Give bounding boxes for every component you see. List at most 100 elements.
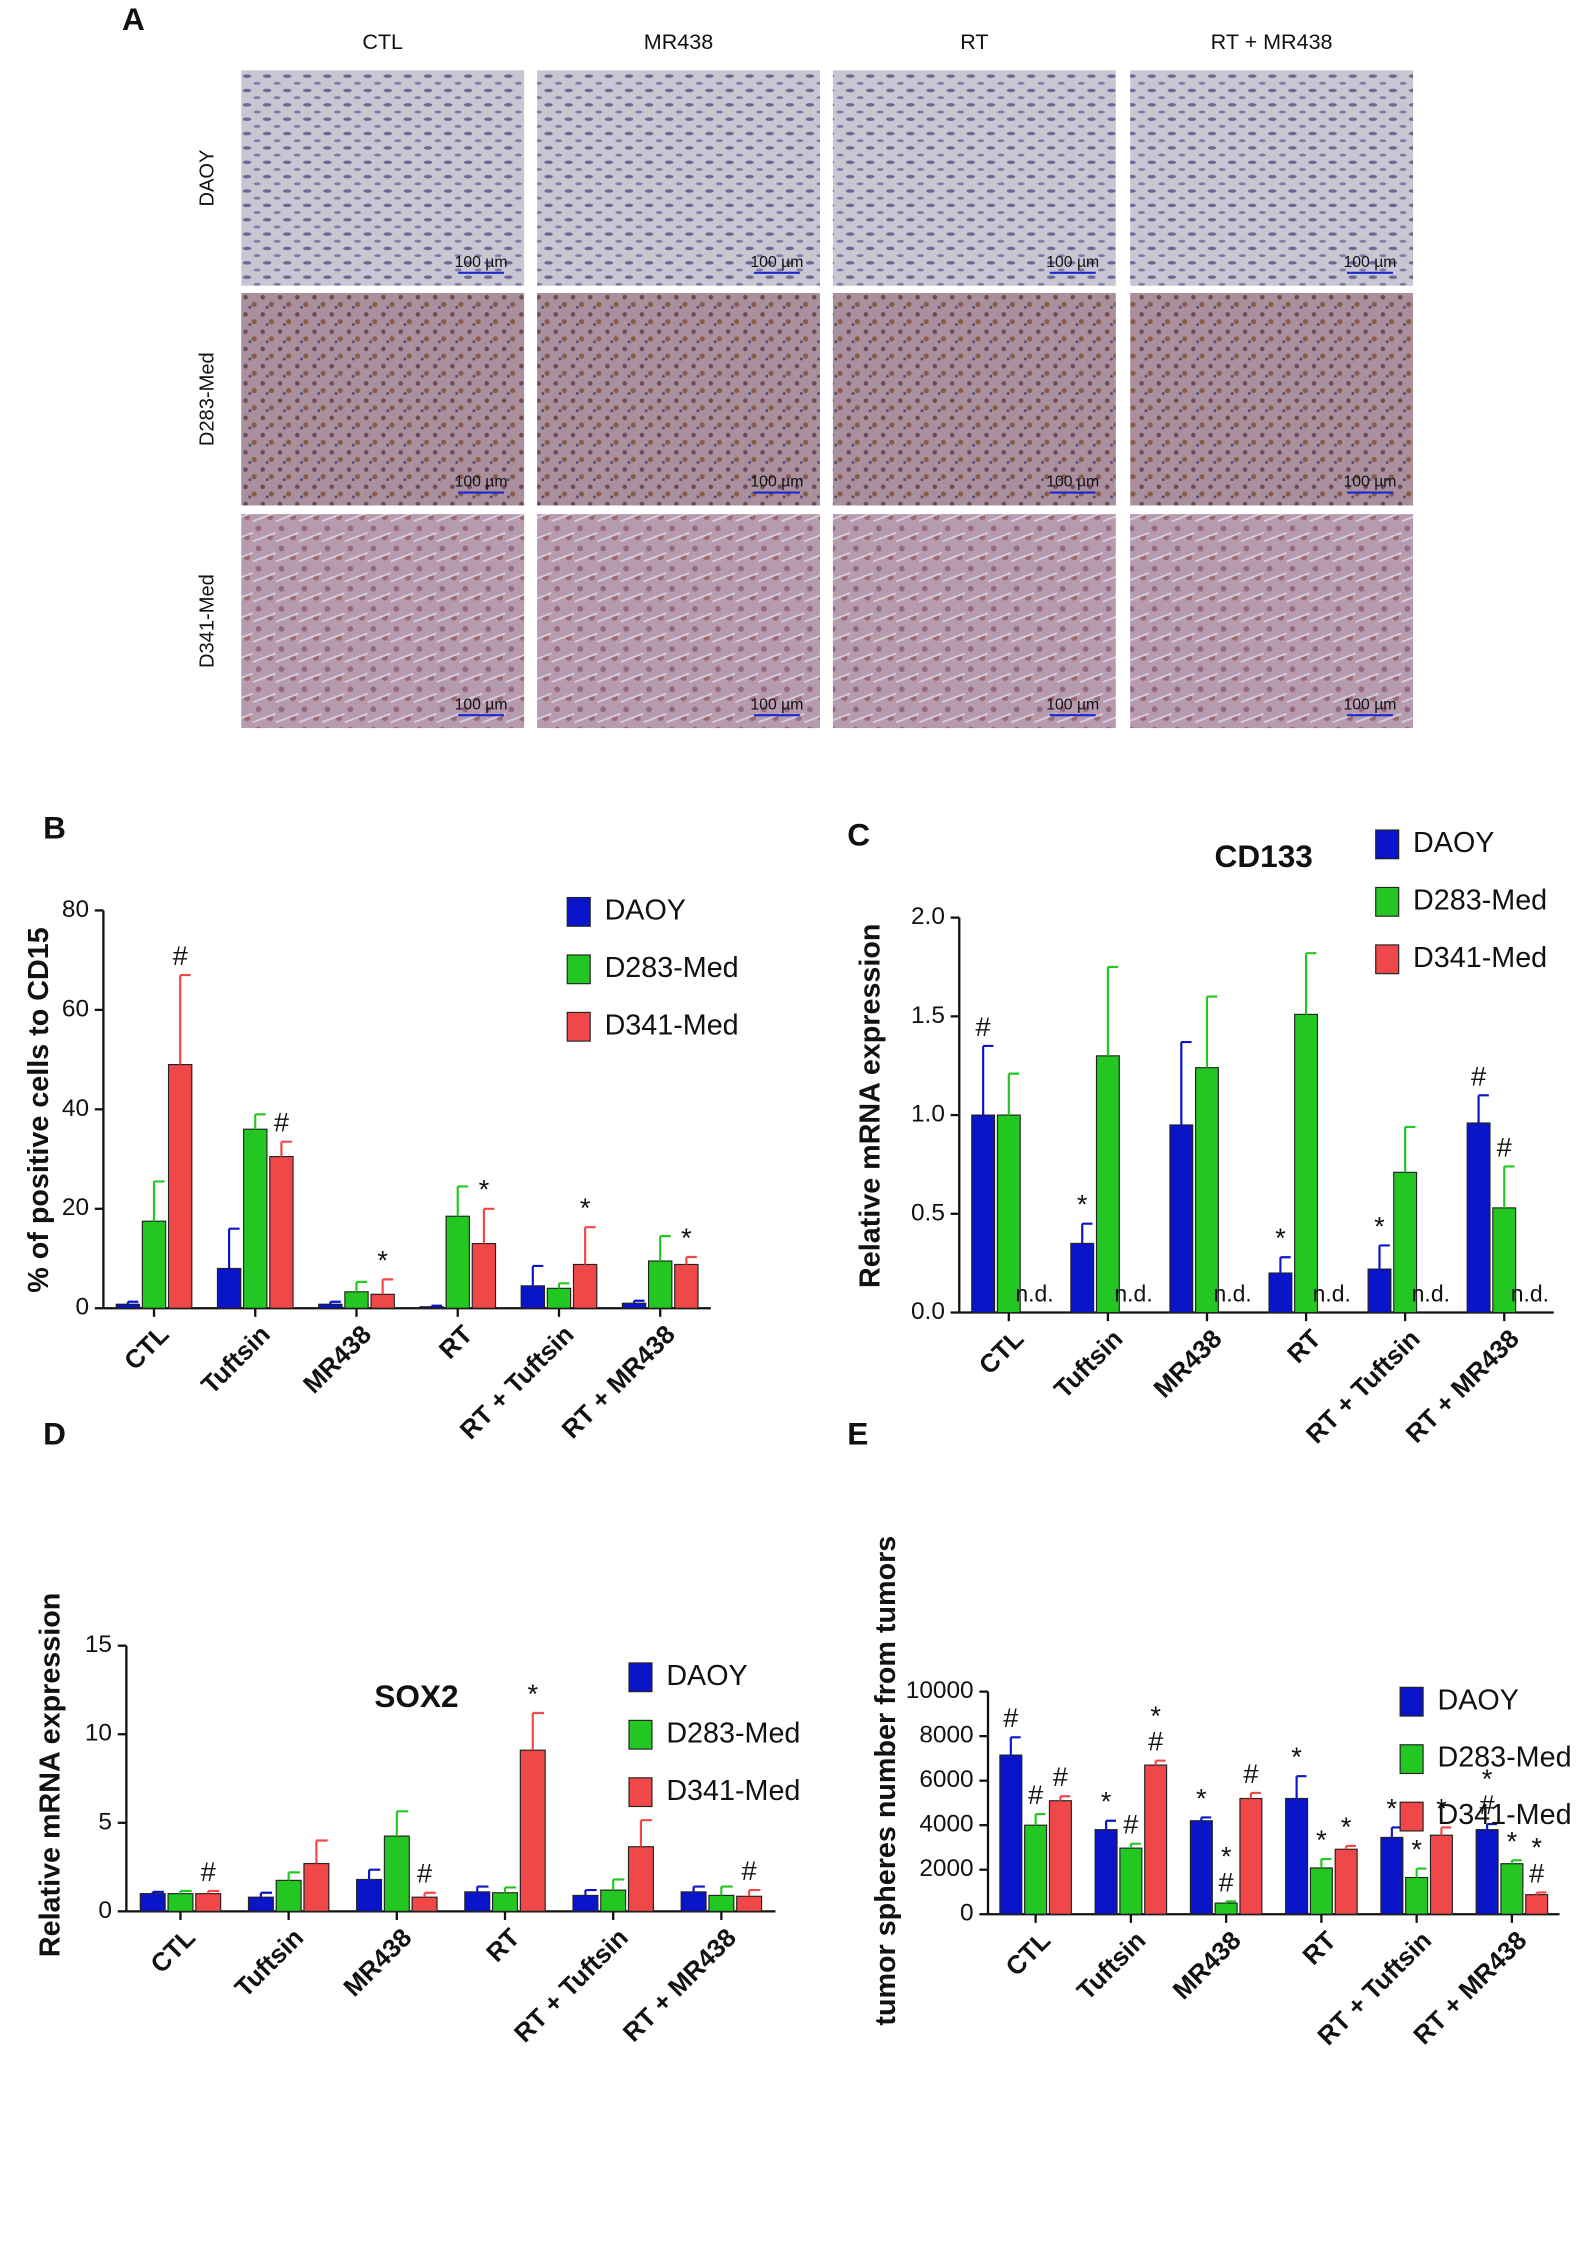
value-label: n.d. — [1511, 1280, 1549, 1306]
error-bar — [1415, 1867, 1427, 1878]
error-bar — [287, 1871, 300, 1881]
x-tick-label: MR438 — [1168, 1926, 1247, 2005]
significance-marker: # — [274, 1107, 290, 1138]
bar — [1239, 1797, 1263, 1915]
x-tick-label: CTL — [1001, 1926, 1056, 1981]
scale-bar-label: 100 µm — [455, 696, 508, 713]
significance-marker: * — [1387, 1792, 1398, 1823]
bar — [999, 1754, 1023, 1915]
x-tick-label: CTL — [119, 1320, 174, 1375]
error-bar — [639, 1819, 653, 1847]
legend-label: DAOY — [1413, 827, 1494, 859]
significance-marker: # — [1148, 1726, 1164, 1757]
bar — [971, 1114, 996, 1314]
significance-marker: # — [1471, 1060, 1487, 1091]
significance-marker: # — [417, 1858, 433, 1889]
error-bar — [1007, 1072, 1020, 1116]
bar — [1214, 1902, 1238, 1915]
value-label: n.d. — [1313, 1280, 1351, 1306]
x-tick-label: RT — [481, 1923, 525, 1967]
micrograph — [1130, 70, 1414, 286]
bar — [419, 1306, 444, 1309]
legend-label: D341-Med — [1413, 942, 1547, 974]
error-bar — [1249, 1791, 1261, 1799]
y-tick-label: 8000 — [919, 1722, 973, 1749]
x-tick-label: MR438 — [298, 1320, 377, 1399]
bar — [1094, 1829, 1118, 1915]
error-bar — [1059, 1795, 1071, 1801]
bar — [1285, 1797, 1309, 1915]
bar — [627, 1846, 654, 1912]
x-tick-label: MR438 — [1149, 1325, 1228, 1404]
micrograph — [537, 70, 820, 286]
error-bar — [1034, 1812, 1046, 1826]
panel-label: C — [847, 817, 870, 853]
significance-marker: * — [1291, 1741, 1302, 1772]
error-bar — [1295, 1775, 1307, 1799]
legend-label: D341-Med — [605, 1009, 739, 1041]
legend-label: D283-Med — [666, 1717, 800, 1749]
significance-marker: * — [1341, 1811, 1352, 1842]
column-label: RT — [960, 30, 988, 54]
error-bar — [720, 1885, 733, 1896]
y-tick-label: 0.0 — [911, 1298, 945, 1325]
bar — [1195, 1067, 1219, 1314]
micrograph — [537, 514, 820, 729]
significance-marker: # — [1123, 1809, 1139, 1840]
bar — [1309, 1867, 1333, 1915]
legend-swatch — [1375, 829, 1400, 860]
y-tick-label: 1.0 — [911, 1101, 945, 1128]
error-bar — [1129, 1842, 1141, 1849]
bar — [303, 1862, 330, 1912]
legend-swatch — [1375, 944, 1400, 975]
error-bar — [207, 1889, 220, 1894]
error-bar — [557, 1282, 570, 1289]
x-tick-label: Tuftsin — [197, 1320, 276, 1399]
legend-label: D283-Med — [1437, 1742, 1571, 1774]
bar — [674, 1263, 699, 1309]
legend-swatch — [628, 1777, 653, 1808]
significance-marker: # — [1219, 1866, 1235, 1897]
value-label: n.d. — [1015, 1280, 1053, 1306]
significance-marker: # — [742, 1855, 758, 1886]
significance-marker: * — [1316, 1824, 1327, 1855]
error-bar — [1477, 1094, 1489, 1123]
y-tick-label: 0 — [960, 1900, 974, 1927]
bar — [572, 1263, 598, 1309]
x-tick-label: RT — [1298, 1926, 1342, 1970]
y-tick-label: 4000 — [919, 1811, 973, 1838]
chart-title: CD133 — [1215, 838, 1313, 874]
micrograph — [1130, 292, 1414, 506]
significance-marker: * — [527, 1678, 538, 1709]
y-tick-label: 0 — [75, 1294, 89, 1321]
significance-marker: * — [1150, 1700, 1161, 1731]
error-bar — [584, 1226, 596, 1265]
y-axis-label: Relative mRNA expression — [854, 924, 886, 1288]
error-bar — [423, 1891, 436, 1898]
significance-marker: * — [1482, 1763, 1493, 1794]
significance-marker: * — [479, 1174, 490, 1205]
panel-label: B — [43, 809, 66, 845]
error-bar — [692, 1885, 705, 1892]
y-tick-label: 2.0 — [911, 903, 945, 930]
error-bar — [152, 1180, 165, 1222]
bar — [1405, 1876, 1429, 1915]
legend-label: D341-Med — [1437, 1799, 1571, 1831]
bar — [1334, 1848, 1358, 1915]
y-tick-label: 60 — [62, 995, 89, 1022]
bar — [708, 1894, 735, 1912]
significance-marker: * — [1196, 1782, 1207, 1813]
significance-marker: * — [681, 1222, 692, 1253]
error-bar — [280, 1140, 292, 1157]
y-tick-label: 6000 — [919, 1766, 973, 1793]
panel-label: A — [122, 1, 145, 37]
bar — [167, 1064, 193, 1309]
error-bar — [982, 1044, 994, 1116]
chart-title: SOX2 — [374, 1678, 458, 1714]
error-bar — [482, 1207, 495, 1244]
significance-marker: # — [1243, 1758, 1259, 1789]
error-bar — [1200, 1816, 1212, 1821]
bar — [445, 1215, 470, 1309]
significance-marker: * — [1221, 1840, 1232, 1871]
